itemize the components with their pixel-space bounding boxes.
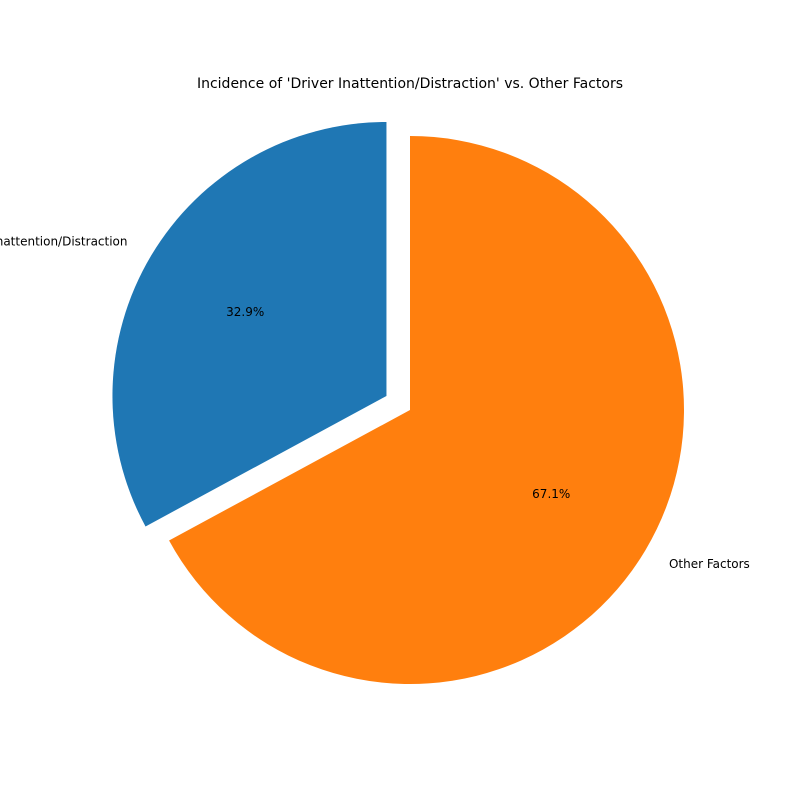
- pie-labels: 32.9% Driver Inattention/Distraction 67.1%…: [0, 235, 750, 572]
- pie-category-label: Other Factors: [669, 557, 750, 571]
- pie-percent-label: 32.9%: [226, 305, 264, 319]
- pie-slice-other-factors: [169, 136, 685, 684]
- chart-title: Incidence of 'Driver Inattention/Distrac…: [197, 76, 623, 92]
- pie-slices: [112, 121, 685, 684]
- pie-slice-driver-inattention-distraction: [112, 121, 387, 527]
- pie-percent-label: 67.1%: [532, 487, 570, 501]
- pie-category-label: Driver Inattention/Distraction: [0, 235, 128, 249]
